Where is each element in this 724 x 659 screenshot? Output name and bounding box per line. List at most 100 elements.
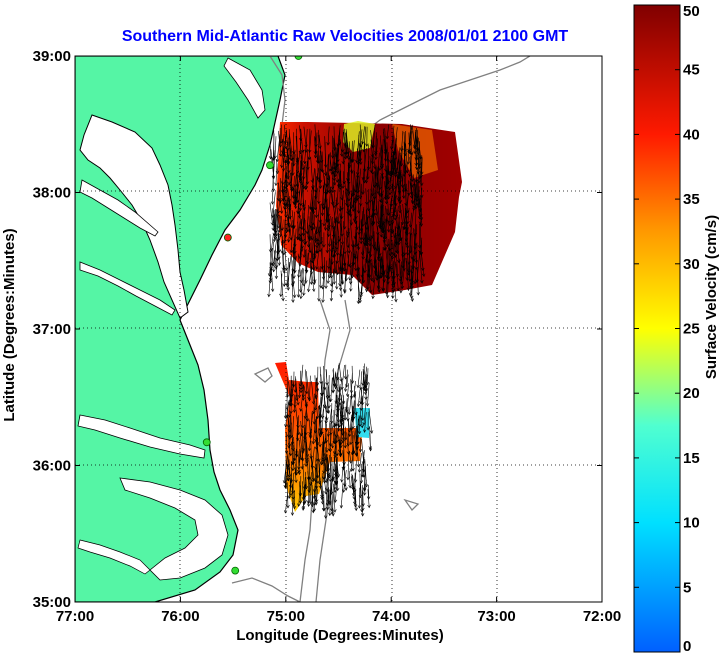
velocity-vector-head <box>340 280 344 284</box>
velocity-vector <box>414 144 417 166</box>
velocity-vector <box>399 258 402 279</box>
velocity-vector <box>410 131 413 155</box>
velocity-vector-head <box>325 382 329 386</box>
velocity-vector <box>362 238 364 256</box>
velocity-vector <box>282 134 285 154</box>
velocity-vector-head <box>372 265 377 269</box>
velocity-vector-head <box>291 299 295 303</box>
velocity-vector-head <box>335 170 340 175</box>
velocity-vector <box>318 134 323 163</box>
albemarle-sound <box>77 414 206 459</box>
velocity-vector <box>391 151 395 174</box>
velocity-vector-head <box>335 260 339 265</box>
velocity-vector-head <box>332 166 336 170</box>
velocity-vector <box>288 129 291 160</box>
velocity-vector-head <box>365 258 369 263</box>
velocity-vector-head <box>326 474 331 478</box>
velocity-vector <box>371 188 374 218</box>
velocity-vector <box>293 149 296 166</box>
velocity-vector <box>321 409 324 435</box>
velocity-vector <box>391 125 395 150</box>
x-tick-label: 75:00 <box>267 608 305 625</box>
velocity-vector-head <box>367 215 371 219</box>
velocity-vector <box>318 405 321 432</box>
velocity-vector-head <box>363 242 367 246</box>
velocity-vector-head <box>308 501 313 505</box>
velocity-vector <box>368 202 371 219</box>
colorbar-ticks: 0 5 10 15 20 25 30 35 40 45 50 <box>634 3 700 655</box>
velocity-vector-head <box>295 397 299 402</box>
velocity-vector-head <box>275 258 279 263</box>
velocity-vector <box>358 135 360 156</box>
velocity-vector-head <box>295 191 299 195</box>
velocity-vector <box>322 404 325 419</box>
velocity-vector <box>390 154 393 177</box>
velocity-vector-head <box>354 412 358 416</box>
velocity-vector-head <box>363 391 368 396</box>
velocity-vector-head <box>330 249 334 253</box>
velocity-vector-head <box>419 251 423 256</box>
velocity-vector-head <box>402 268 406 272</box>
velocity-vector-head <box>324 420 328 425</box>
velocity-vector-head <box>346 443 350 447</box>
velocity-vector-head <box>361 382 365 387</box>
velocity-vector <box>375 138 379 160</box>
velocity-vector-head <box>341 439 345 444</box>
velocity-vector <box>360 482 363 512</box>
velocity-vector-head <box>321 415 325 420</box>
velocity-vector <box>331 488 334 517</box>
velocity-vector-head <box>338 287 343 292</box>
velocity-vector <box>360 415 363 428</box>
velocity-vector <box>406 261 409 291</box>
velocity-vector-head <box>398 180 402 184</box>
velocity-vector <box>372 171 375 197</box>
velocity-vector-head <box>369 430 374 434</box>
radar-station-marker <box>231 566 240 575</box>
velocity-vector <box>324 397 328 421</box>
velocity-vector <box>382 269 386 291</box>
velocity-vector <box>297 218 301 240</box>
velocity-vector-head <box>314 394 318 398</box>
velocity-vector-head <box>363 429 367 433</box>
velocity-vector-head <box>302 495 307 499</box>
velocity-vector <box>286 257 289 286</box>
velocity-vector <box>297 184 301 214</box>
velocity-vector-head <box>299 279 303 284</box>
velocity-vector <box>379 175 382 190</box>
velocity-vector-head <box>331 390 335 394</box>
velocity-vector <box>325 438 328 453</box>
velocity-vector-head <box>334 384 338 388</box>
velocity-vector-head <box>346 211 350 215</box>
velocity-vector-head <box>350 158 354 163</box>
velocity-vector-head <box>301 425 305 429</box>
velocity-vector-head <box>317 481 322 485</box>
velocity-vector <box>318 428 321 447</box>
velocity-vector <box>377 177 381 202</box>
velocity-vector-head <box>289 492 293 497</box>
velocity-vector-head <box>320 203 325 207</box>
velocity-vector-head <box>314 396 318 400</box>
velocity-vector-head <box>277 229 281 233</box>
velocity-vector <box>305 471 307 489</box>
velocity-vector-head <box>296 236 301 240</box>
velocity-vector-head <box>376 190 380 195</box>
velocity-vector-head <box>405 169 410 174</box>
velocity-vector <box>325 200 329 231</box>
velocity-vector-head <box>414 206 418 210</box>
velocity-vector-head <box>377 286 381 291</box>
velocity-vector <box>314 463 318 493</box>
velocity-vector-head <box>353 235 357 240</box>
velocity-vector <box>359 473 361 498</box>
velocity-vector <box>355 488 357 511</box>
velocity-vector-head <box>394 249 399 254</box>
velocity-vector-head <box>292 409 297 413</box>
velocity-vector-head <box>344 487 348 491</box>
velocity-vector <box>304 401 308 419</box>
velocity-vector-head <box>331 170 336 175</box>
velocity-vector-head <box>356 403 361 408</box>
velocity-vector-head <box>393 157 397 161</box>
velocity-vector-head <box>384 158 388 162</box>
velocity-vector <box>409 127 412 146</box>
velocity-vector-head <box>393 171 397 176</box>
velocity-vector <box>341 364 345 390</box>
